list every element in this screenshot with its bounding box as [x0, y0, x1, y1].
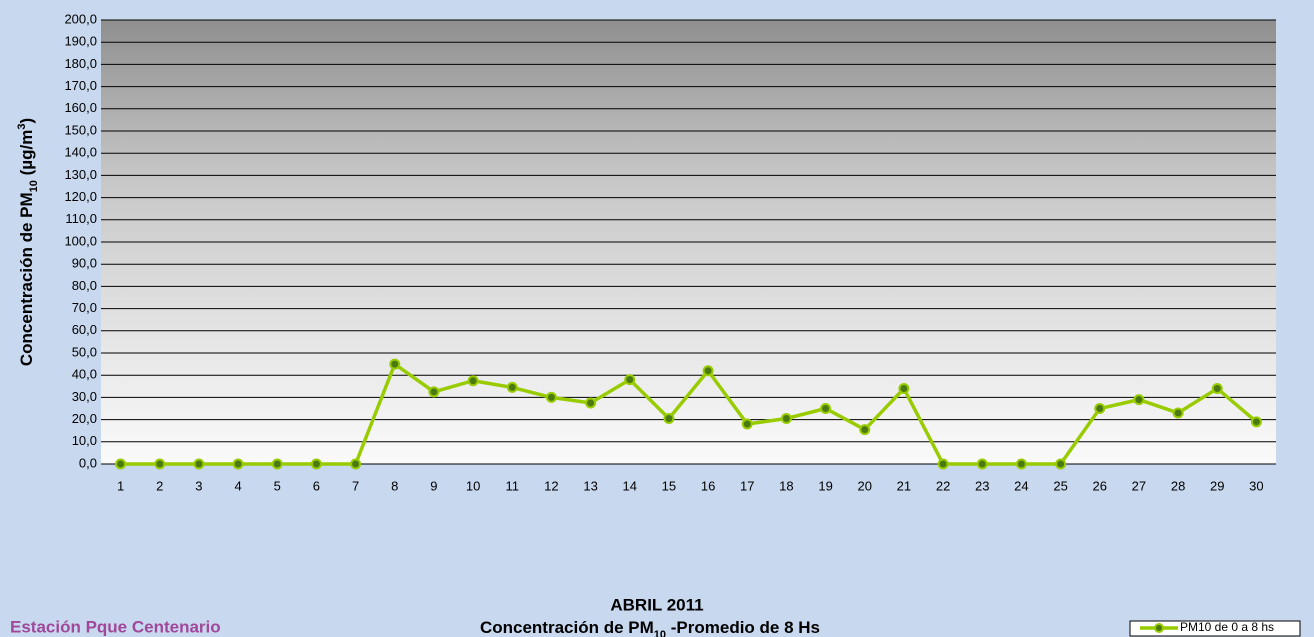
x-tick-label: 21 — [897, 478, 911, 493]
data-point — [1213, 384, 1222, 393]
data-point — [978, 460, 987, 469]
y-axis-label: Concentración de PM10 (µg/m3) — [16, 118, 40, 366]
text-part: 10 — [28, 180, 40, 192]
y-tick-label: 90,0 — [72, 256, 97, 271]
data-point — [547, 393, 556, 402]
x-tick-label: 13 — [583, 478, 597, 493]
data-point — [1134, 395, 1143, 404]
x-tick-label: 4 — [234, 478, 241, 493]
x-tick-label: 17 — [740, 478, 754, 493]
y-tick-label: 60,0 — [72, 322, 97, 337]
y-tick-label: 50,0 — [72, 344, 97, 359]
data-point — [194, 460, 203, 469]
y-tick-label: 10,0 — [72, 433, 97, 448]
y-tick-label: 190,0 — [64, 34, 97, 49]
data-point — [1095, 404, 1104, 413]
data-point — [939, 460, 948, 469]
x-tick-label: 14 — [623, 478, 637, 493]
data-point — [1056, 460, 1065, 469]
y-tick-label: 20,0 — [72, 411, 97, 426]
data-point — [312, 460, 321, 469]
data-point — [390, 360, 399, 369]
legend-marker — [1155, 624, 1163, 632]
x-tick-label: 2 — [156, 478, 163, 493]
x-tick-label: 30 — [1249, 478, 1263, 493]
x-tick-label: 15 — [662, 478, 676, 493]
x-tick-label: 19 — [818, 478, 832, 493]
x-tick-label: 27 — [1132, 478, 1146, 493]
text-part: (µg/m — [17, 130, 36, 180]
x-tick-label: 28 — [1171, 478, 1185, 493]
x-tick-label: 24 — [1014, 478, 1028, 493]
data-point — [704, 366, 713, 375]
chart-subtitle: Concentración de PM10 -Promedio de 8 Hs — [480, 618, 820, 637]
legend-label: PM10 de 0 a 8 hs — [1180, 620, 1274, 634]
data-point — [899, 384, 908, 393]
y-tick-label: 170,0 — [64, 78, 97, 93]
data-point — [586, 398, 595, 407]
data-point — [1174, 408, 1183, 417]
y-tick-label: 0,0 — [79, 455, 97, 470]
x-tick-label: 1 — [117, 478, 124, 493]
y-tick-label: 70,0 — [72, 300, 97, 315]
x-tick-label: 8 — [391, 478, 398, 493]
data-point — [743, 420, 752, 429]
x-tick-label: 20 — [858, 478, 872, 493]
y-tick-label: 160,0 — [64, 100, 97, 115]
data-point — [860, 425, 869, 434]
data-point — [1252, 417, 1261, 426]
x-tick-label: 3 — [195, 478, 202, 493]
y-tick-label: 180,0 — [64, 56, 97, 71]
y-tick-label: 110,0 — [65, 211, 97, 226]
x-tick-label: 16 — [701, 478, 715, 493]
text-part: Concentración de PM — [480, 618, 654, 637]
text-part: 10 — [654, 629, 666, 637]
data-point — [508, 383, 517, 392]
data-point — [469, 376, 478, 385]
x-tick-label: 29 — [1210, 478, 1224, 493]
y-tick-label: 80,0 — [72, 278, 97, 293]
text-part: -Promedio de 8 Hs — [666, 618, 820, 637]
x-tick-label: 25 — [1053, 478, 1067, 493]
station-label: Estación Pque Centenario — [10, 617, 221, 636]
x-tick-label: 23 — [975, 478, 989, 493]
y-tick-label: 40,0 — [72, 367, 97, 382]
data-point — [234, 460, 243, 469]
text-part: ) — [17, 118, 36, 124]
data-point — [351, 460, 360, 469]
x-tick-label: 10 — [466, 478, 480, 493]
y-tick-label: 30,0 — [72, 389, 97, 404]
data-point — [273, 460, 282, 469]
x-tick-label: 18 — [779, 478, 793, 493]
x-tick-label: 22 — [936, 478, 950, 493]
data-point — [155, 460, 164, 469]
data-point — [116, 460, 125, 469]
x-tick-label: 12 — [544, 478, 558, 493]
data-point — [782, 414, 791, 423]
page: Concentración de PM10 (µg/m3) ABRIL 2011… — [0, 0, 1314, 637]
data-point — [821, 404, 830, 413]
data-point — [429, 387, 438, 396]
y-tick-label: 140,0 — [64, 145, 97, 160]
data-point — [664, 414, 673, 423]
chart-title: ABRIL 2011 — [610, 595, 703, 614]
x-tick-label: 11 — [506, 478, 520, 493]
x-tick-label: 26 — [1093, 478, 1107, 493]
x-tick-label: 5 — [274, 478, 281, 493]
y-tick-label: 150,0 — [64, 122, 97, 137]
data-point — [1017, 460, 1026, 469]
x-tick-label: 7 — [352, 478, 359, 493]
y-tick-label: 130,0 — [64, 167, 97, 182]
y-tick-label: 100,0 — [64, 233, 97, 248]
chart: Concentración de PM10 (µg/m3) ABRIL 2011… — [0, 0, 1314, 637]
text-part: Concentración de PM — [17, 192, 36, 366]
x-tick-label: 6 — [313, 478, 320, 493]
y-tick-label: 200,0 — [64, 11, 97, 26]
data-point — [625, 375, 634, 384]
x-tick-label: 9 — [430, 478, 437, 493]
y-tick-label: 120,0 — [64, 189, 97, 204]
